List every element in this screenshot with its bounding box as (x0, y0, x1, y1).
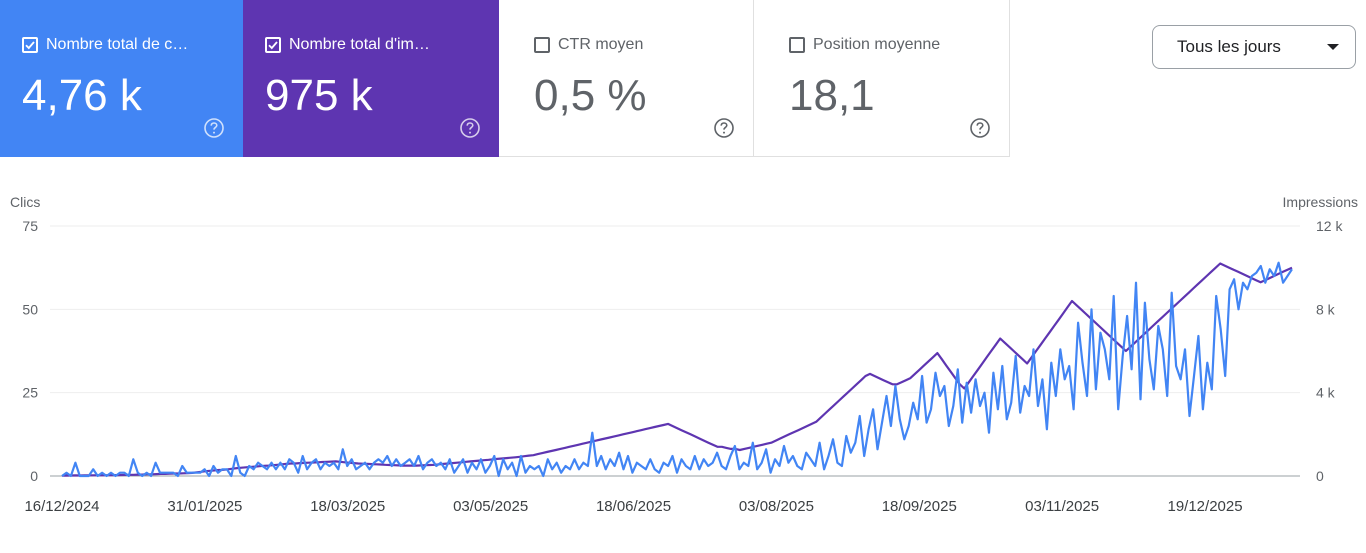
x-tick-label: 18/06/2025 (596, 498, 671, 515)
y-axis-right-ticks: 0 4 k 8 k 12 k (1316, 218, 1343, 484)
metric-card-clicks[interactable]: Nombre total de c… 4,76 k (0, 0, 243, 157)
x-tick-label: 03/08/2025 (739, 498, 814, 515)
y-tick-label-right: 8 k (1316, 301, 1336, 317)
y-tick-label-left: 75 (22, 218, 38, 234)
checkbox-checked-icon[interactable] (265, 37, 281, 53)
x-tick-label: 18/03/2025 (310, 498, 385, 515)
y-tick-label-right: 12 k (1316, 218, 1343, 234)
y-tick-label-left: 50 (22, 301, 38, 317)
help-icon[interactable] (969, 117, 991, 139)
y-tick-label-right: 0 (1316, 468, 1324, 484)
checkbox-checked-icon[interactable] (22, 37, 38, 53)
metric-card-position[interactable]: Position moyenne 18,1 (754, 0, 1010, 157)
help-icon[interactable] (459, 117, 481, 139)
x-tick-label: 16/12/2024 (24, 498, 99, 515)
metric-card-impressions-label: Nombre total d'im… (289, 36, 430, 53)
metric-card-impressions-value: 975 k (265, 71, 373, 120)
help-icon[interactable] (713, 117, 735, 139)
date-range-selected: Tous les jours (1177, 37, 1281, 56)
help-icon[interactable] (203, 117, 225, 139)
metric-card-impressions[interactable]: Nombre total d'im… 975 k (243, 0, 499, 157)
y-tick-label-left: 25 (22, 385, 38, 401)
metric-card-ctr[interactable]: CTR moyen 0,5 % (499, 0, 754, 157)
y-tick-label-left: 0 (30, 468, 38, 484)
metric-card-position-label: Position moyenne (813, 36, 941, 53)
series-line-clicks (61, 261, 1293, 478)
metric-card-clicks-value: 4,76 k (22, 71, 142, 120)
metric-card-clicks-label: Nombre total de c… (46, 36, 189, 53)
chart-series (61, 261, 1293, 478)
date-range-dropdown[interactable]: Tous les jours (1152, 25, 1356, 69)
metric-card-position-header: Position moyenne (789, 36, 940, 54)
performance-chart: Clics Impressions 0 25 50 75 0 4 k 8 k 12 k 16… (10, 194, 1358, 515)
x-tick-label: 03/05/2025 (453, 498, 528, 515)
checkbox-unchecked-icon[interactable] (789, 37, 805, 53)
metric-card-position-value: 18,1 (789, 71, 875, 120)
x-tick-label: 31/01/2025 (167, 498, 242, 515)
metric-card-clicks-header: Nombre total de c… (22, 36, 188, 54)
x-tick-label: 03/11/2025 (1025, 498, 1099, 515)
series-line-impressions (62, 262, 1293, 477)
checkbox-unchecked-icon[interactable] (534, 37, 550, 53)
metric-card-ctr-label: CTR moyen (558, 36, 644, 53)
chart-gridlines (50, 225, 1300, 477)
metric-cards: Nombre total de c… 4,76 k Nombre total d… (0, 0, 1010, 157)
y-tick-label-right: 4 k (1316, 385, 1336, 401)
metric-card-ctr-value: 0,5 % (534, 71, 647, 120)
y-axis-left-ticks: 0 25 50 75 (22, 218, 38, 484)
chevron-down-icon (1327, 44, 1339, 50)
metric-card-ctr-header: CTR moyen (534, 36, 643, 54)
x-axis-ticks: 16/12/2024 31/01/2025 18/03/2025 03/05/2025… (24, 498, 1242, 515)
y-axis-left-label: Clics (10, 194, 40, 210)
x-tick-label: 18/09/2025 (882, 498, 957, 515)
y-axis-right-label: Impressions (1283, 194, 1358, 210)
x-tick-label: 19/12/2025 (1167, 498, 1242, 515)
metric-card-impressions-header: Nombre total d'im… (265, 36, 430, 54)
